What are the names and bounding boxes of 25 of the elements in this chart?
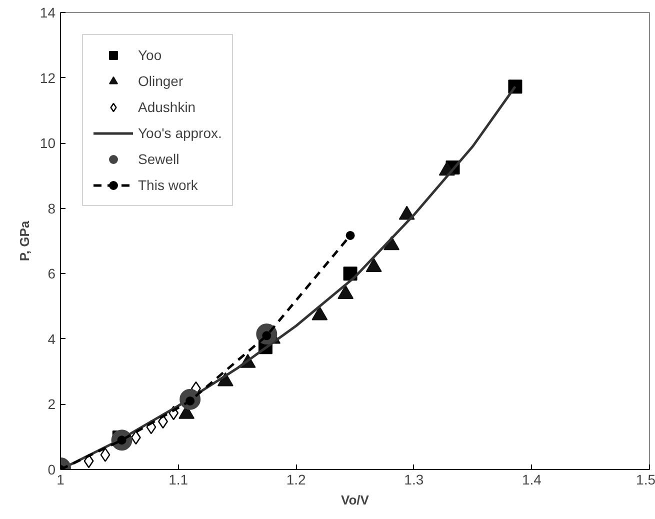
point xyxy=(346,230,355,240)
x-tick-label: 1 xyxy=(56,472,65,488)
y-axis-title: P, GPa xyxy=(16,220,32,262)
legend-label: Sewell xyxy=(138,151,180,167)
legend-label: Adushkin xyxy=(138,99,196,115)
legend-label: Yoo xyxy=(138,47,162,63)
x-tick-label: 1.3 xyxy=(404,472,424,488)
point xyxy=(100,448,110,462)
y-tick-label: 8 xyxy=(48,200,56,216)
y-tick-label: 6 xyxy=(48,266,56,282)
legend-label: This work xyxy=(138,177,198,193)
x-tick-label: 1.2 xyxy=(286,472,306,488)
y-tick-label: 2 xyxy=(48,396,56,412)
point xyxy=(130,430,141,445)
y-tick-label: 4 xyxy=(48,330,56,347)
y-tick-label: 14 xyxy=(40,4,56,20)
x-tick-label: 1.4 xyxy=(522,472,542,488)
legend-label: Yoo's approx. xyxy=(138,125,222,141)
x-tick-label: 1.1 xyxy=(168,472,188,488)
x-axis-title: Vo/V xyxy=(341,492,370,508)
y-tick-label: 10 xyxy=(40,135,56,152)
legend-label: Olinger xyxy=(138,73,184,89)
x-tick-label: 1.5 xyxy=(636,472,655,488)
y-tick-label: 0 xyxy=(48,462,56,478)
y-tick-label: 12 xyxy=(40,70,56,86)
